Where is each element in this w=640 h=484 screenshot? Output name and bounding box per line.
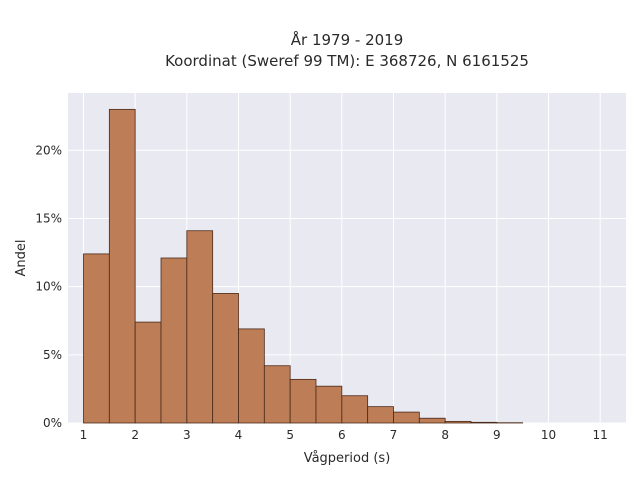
y-tick-label: 20%	[35, 143, 62, 157]
x-tick-label: 11	[593, 428, 608, 442]
histogram-bar	[316, 386, 342, 423]
histogram-bar	[109, 109, 135, 423]
y-tick-label: 5%	[43, 348, 62, 362]
histogram-bar	[239, 329, 265, 423]
x-tick-label: 5	[286, 428, 294, 442]
histogram-bar	[394, 412, 420, 423]
histogram-bar	[187, 231, 213, 423]
x-axis-label: Vågperiod (s)	[304, 451, 391, 466]
y-tick-label: 15%	[35, 211, 62, 225]
x-tick-label: 7	[390, 428, 398, 442]
x-tick-label: 1	[80, 428, 88, 442]
x-tick-label: 8	[441, 428, 449, 442]
x-tick-label: 4	[235, 428, 243, 442]
x-tick-label: 2	[131, 428, 139, 442]
x-tick-label: 10	[541, 428, 556, 442]
chart-subtitle: Koordinat (Sweref 99 TM): E 368726, N 61…	[165, 52, 529, 70]
histogram-bar	[264, 366, 290, 423]
y-tick-label: 10%	[35, 280, 62, 294]
x-axis-ticks: 1 2 3 4 5 6 7 8 9 10 11	[80, 428, 608, 442]
y-axis-label: Andel	[14, 240, 29, 277]
histogram-bar	[290, 379, 316, 423]
histogram-bar	[342, 396, 368, 423]
x-tick-label: 9	[493, 428, 501, 442]
histogram-bar	[84, 254, 110, 423]
x-tick-label: 3	[183, 428, 191, 442]
histogram-bar	[161, 258, 187, 423]
histogram-bar	[213, 293, 239, 423]
x-tick-label: 6	[338, 428, 346, 442]
histogram-bar	[419, 418, 445, 423]
y-axis-ticks: 0% 5% 10% 15% 20%	[35, 143, 62, 430]
y-tick-label: 0%	[43, 416, 62, 430]
histogram-bar	[368, 407, 394, 423]
histogram-bar	[445, 421, 471, 423]
histogram-bar	[135, 322, 161, 423]
histogram-bar	[471, 422, 497, 423]
chart-title: År 1979 - 2019	[291, 30, 404, 49]
